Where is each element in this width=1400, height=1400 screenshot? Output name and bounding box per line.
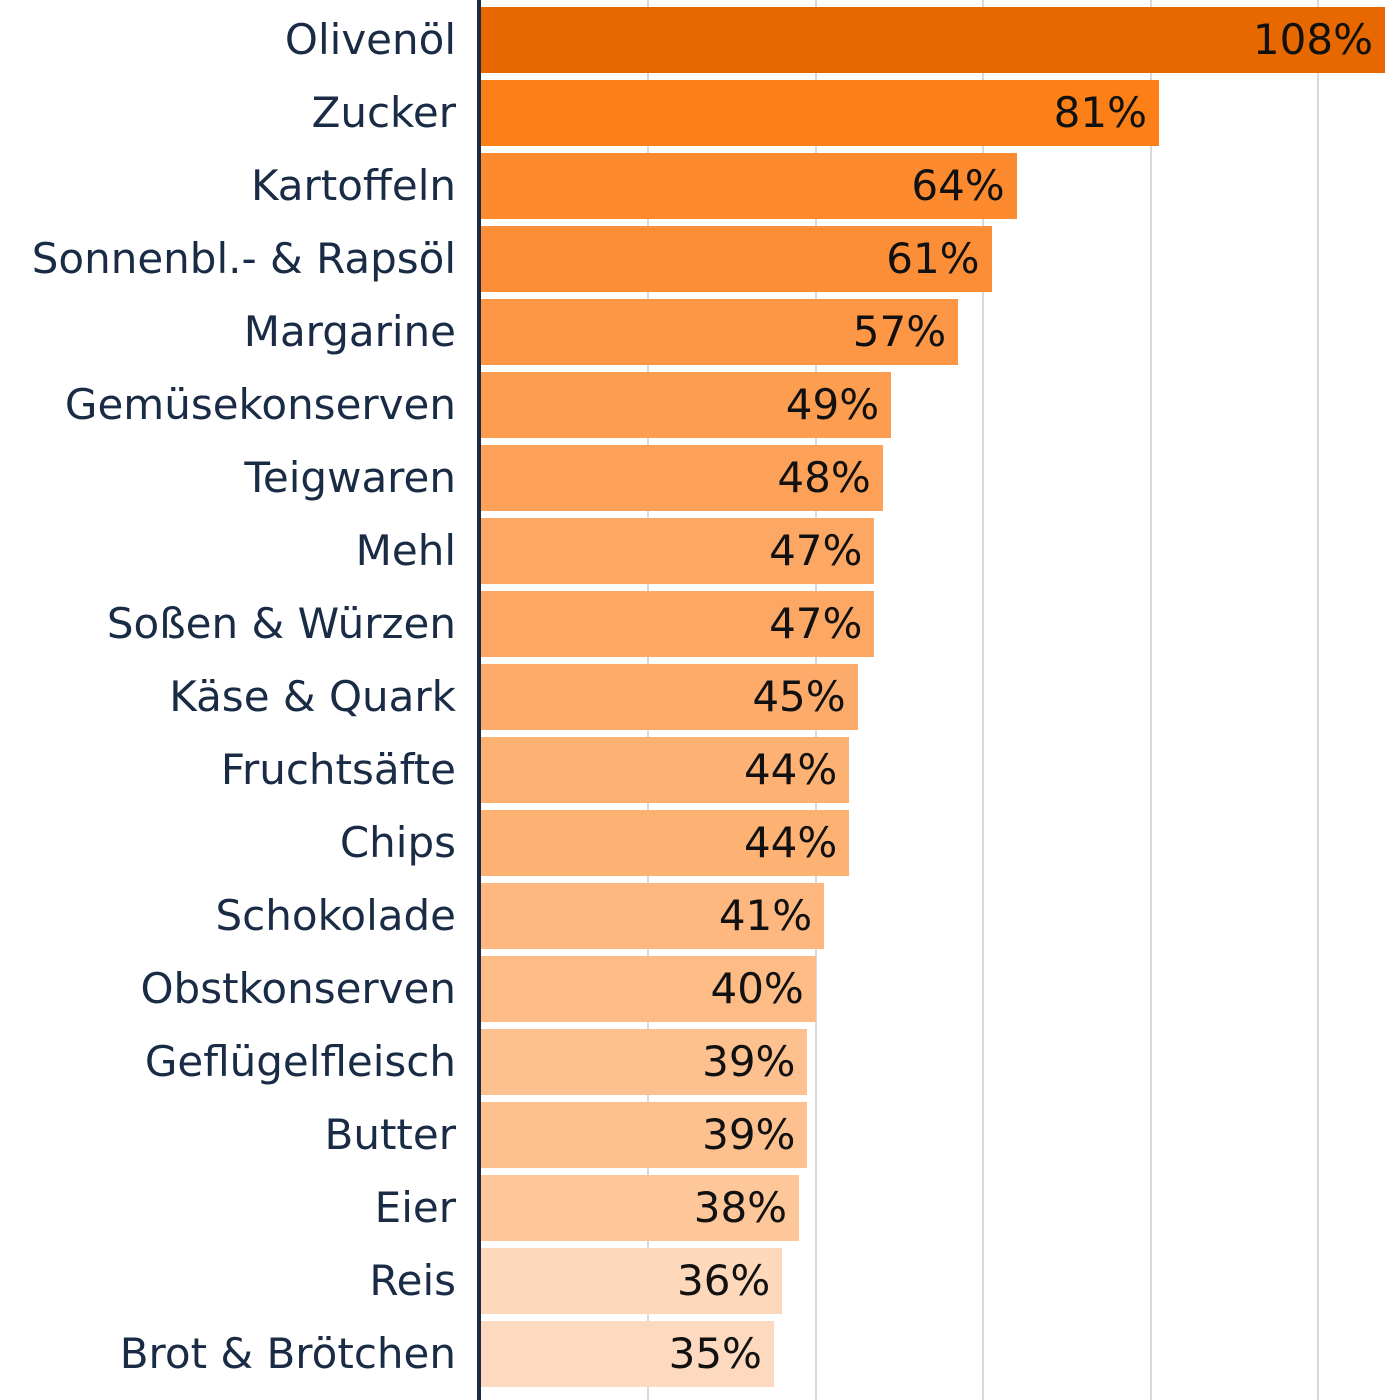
value-label: 38% xyxy=(693,1183,788,1232)
bar xyxy=(481,1248,783,1314)
bar xyxy=(481,1175,800,1241)
category-label: Soßen & Würzen xyxy=(106,599,456,648)
bar xyxy=(481,591,875,657)
value-label: 48% xyxy=(777,453,871,502)
bar xyxy=(481,518,875,584)
bar xyxy=(481,1102,808,1168)
value-label: 44% xyxy=(743,818,838,867)
y-axis-line xyxy=(477,0,481,1400)
value-label: 49% xyxy=(785,380,880,429)
category-label: Käse & Quark xyxy=(169,672,456,721)
value-label: 45% xyxy=(752,672,846,721)
category-label: Chips xyxy=(339,818,456,867)
value-label: 61% xyxy=(886,234,980,283)
category-label: Margarine xyxy=(243,307,456,356)
category-label: Mehl xyxy=(355,526,456,575)
value-label: 41% xyxy=(718,891,813,940)
bar xyxy=(481,883,825,949)
category-label: Teigwaren xyxy=(244,453,456,502)
value-label: 40% xyxy=(710,964,804,1013)
category-label: Kartoffeln xyxy=(250,161,456,210)
bar xyxy=(481,737,850,803)
category-label: Zucker xyxy=(311,88,456,137)
value-label: 64% xyxy=(911,161,1005,210)
category-label: Butter xyxy=(324,1110,456,1159)
category-label: Gemüsekonserven xyxy=(64,380,456,429)
category-label: Obstkonserven xyxy=(140,964,456,1013)
category-label: Olivenöl xyxy=(284,15,456,64)
category-label: Brot & Brötchen xyxy=(119,1329,456,1378)
category-label: Fruchtsäfte xyxy=(220,745,456,794)
gridline xyxy=(1149,0,1152,1400)
bar xyxy=(481,80,1159,146)
value-label: 44% xyxy=(743,745,838,794)
gridline xyxy=(982,0,985,1400)
category-label: Geflügelfleisch xyxy=(144,1037,456,1086)
category-label: Sonnenbl.- & Rapsöl xyxy=(31,234,456,283)
value-label: 81% xyxy=(1053,88,1147,137)
value-label: 47% xyxy=(769,526,863,575)
value-label: 57% xyxy=(852,307,947,356)
bar xyxy=(481,1321,774,1387)
value-label: 36% xyxy=(676,1256,771,1305)
value-label: 39% xyxy=(702,1037,796,1086)
bar xyxy=(481,1029,808,1095)
value-label: 108% xyxy=(1252,15,1373,64)
bar xyxy=(481,7,1385,73)
category-label: Reis xyxy=(369,1256,456,1305)
value-label: 47% xyxy=(769,599,863,648)
bar xyxy=(481,299,959,365)
gridline xyxy=(1317,0,1320,1400)
bar xyxy=(481,445,883,511)
bar xyxy=(481,226,992,292)
bar xyxy=(481,956,816,1022)
value-label: 39% xyxy=(702,1110,796,1159)
category-label: Schokolade xyxy=(215,891,457,940)
value-label: 35% xyxy=(668,1329,762,1378)
category-label: Eier xyxy=(374,1183,456,1232)
bar xyxy=(481,153,1017,219)
bar xyxy=(481,810,850,876)
bar xyxy=(481,664,858,730)
bar xyxy=(481,372,892,438)
